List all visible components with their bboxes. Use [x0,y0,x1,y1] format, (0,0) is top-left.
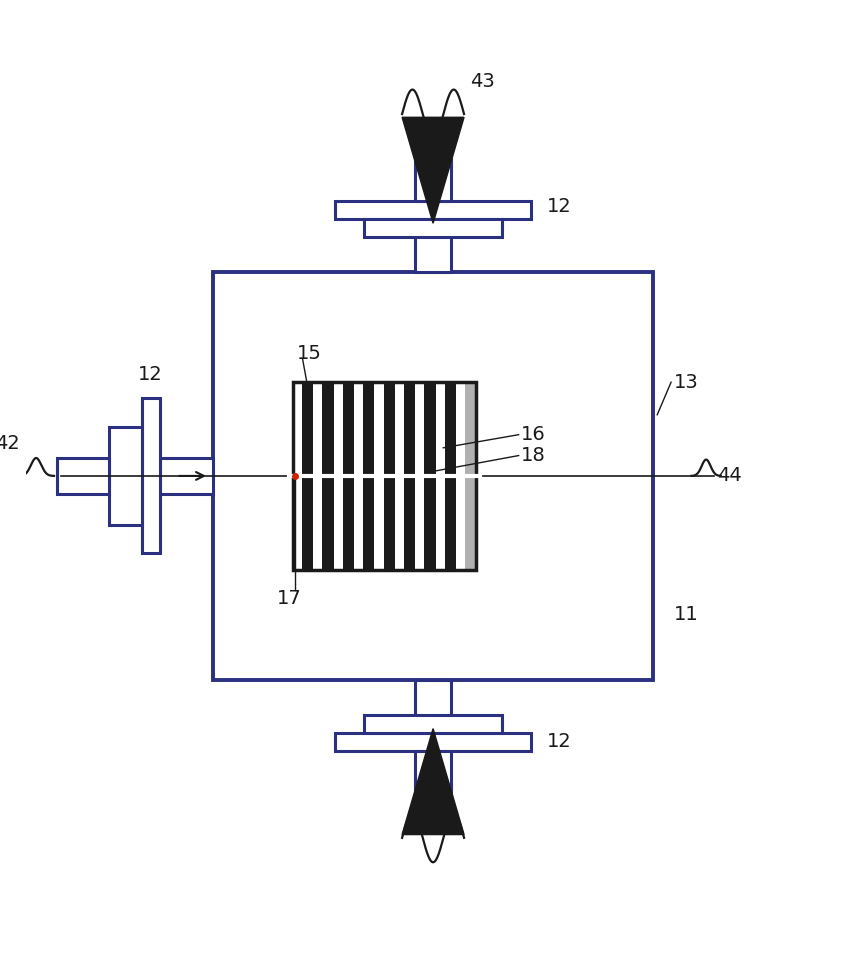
Bar [384,382,395,569]
Bar [213,272,653,680]
Bar [335,732,531,751]
Polygon shape [402,729,464,834]
Bar [375,382,384,569]
Bar [415,751,451,802]
Bar [293,382,302,569]
Bar [415,680,451,732]
Bar [293,382,477,569]
Text: 12: 12 [547,197,572,216]
Text: 11: 11 [674,605,698,624]
Text: 18: 18 [521,446,546,465]
Bar [302,382,313,569]
Bar [435,382,445,569]
Bar [333,382,343,569]
Text: 42: 42 [0,434,20,453]
Bar [404,382,415,569]
Text: 13: 13 [674,372,698,392]
Bar [415,151,451,202]
Bar [335,202,531,219]
Bar [415,382,424,569]
Bar [445,382,456,569]
Text: 12: 12 [138,365,163,384]
Bar [354,382,363,569]
Bar [142,398,160,553]
Bar [456,382,465,569]
Text: 16: 16 [521,425,546,444]
Bar [322,382,333,569]
Polygon shape [402,117,464,224]
Bar [415,219,451,272]
Text: 15: 15 [297,345,322,363]
Bar [109,427,142,525]
Text: 43: 43 [470,72,494,91]
Bar [364,219,503,237]
Bar [343,382,354,569]
Text: 17: 17 [276,588,301,608]
Bar [395,382,404,569]
Text: 44: 44 [717,467,742,486]
Bar [424,382,435,569]
Bar [364,715,503,732]
Bar [381,382,477,569]
Bar [313,382,322,569]
Bar [363,382,375,569]
Bar [160,458,213,493]
Bar [56,458,109,493]
Text: 12: 12 [547,732,572,751]
